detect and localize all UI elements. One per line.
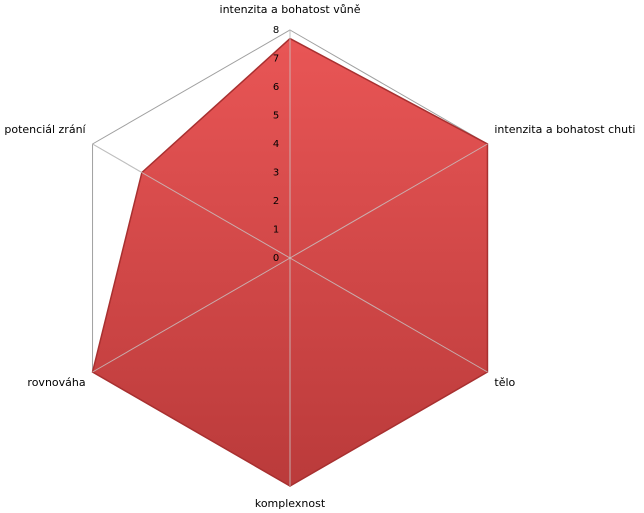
r-tick-label: 1 [273, 225, 279, 236]
r-tick-label: 0 [273, 253, 279, 264]
spoke [92, 257, 291, 373]
category-label: tělo [494, 376, 515, 389]
r-tick-label: 3 [273, 168, 279, 179]
category-label: intenzita a bohatost chuti [494, 123, 635, 136]
r-tick-label: 7 [273, 54, 279, 65]
category-label: intenzita a bohatost vůně [220, 3, 361, 16]
spoke [289, 257, 488, 373]
r-tick-label: 4 [273, 139, 279, 150]
r-tick-label: 6 [273, 82, 279, 93]
r-tick-label: 8 [273, 25, 279, 36]
category-label: rovnováha [27, 376, 85, 389]
r-tick-label: 5 [273, 111, 279, 122]
spoke [92, 143, 291, 259]
category-label: potenciál zrání [4, 123, 86, 136]
r-tick-label: 2 [273, 196, 279, 207]
spoke [289, 143, 488, 259]
category-label: komplexnost [255, 497, 326, 510]
